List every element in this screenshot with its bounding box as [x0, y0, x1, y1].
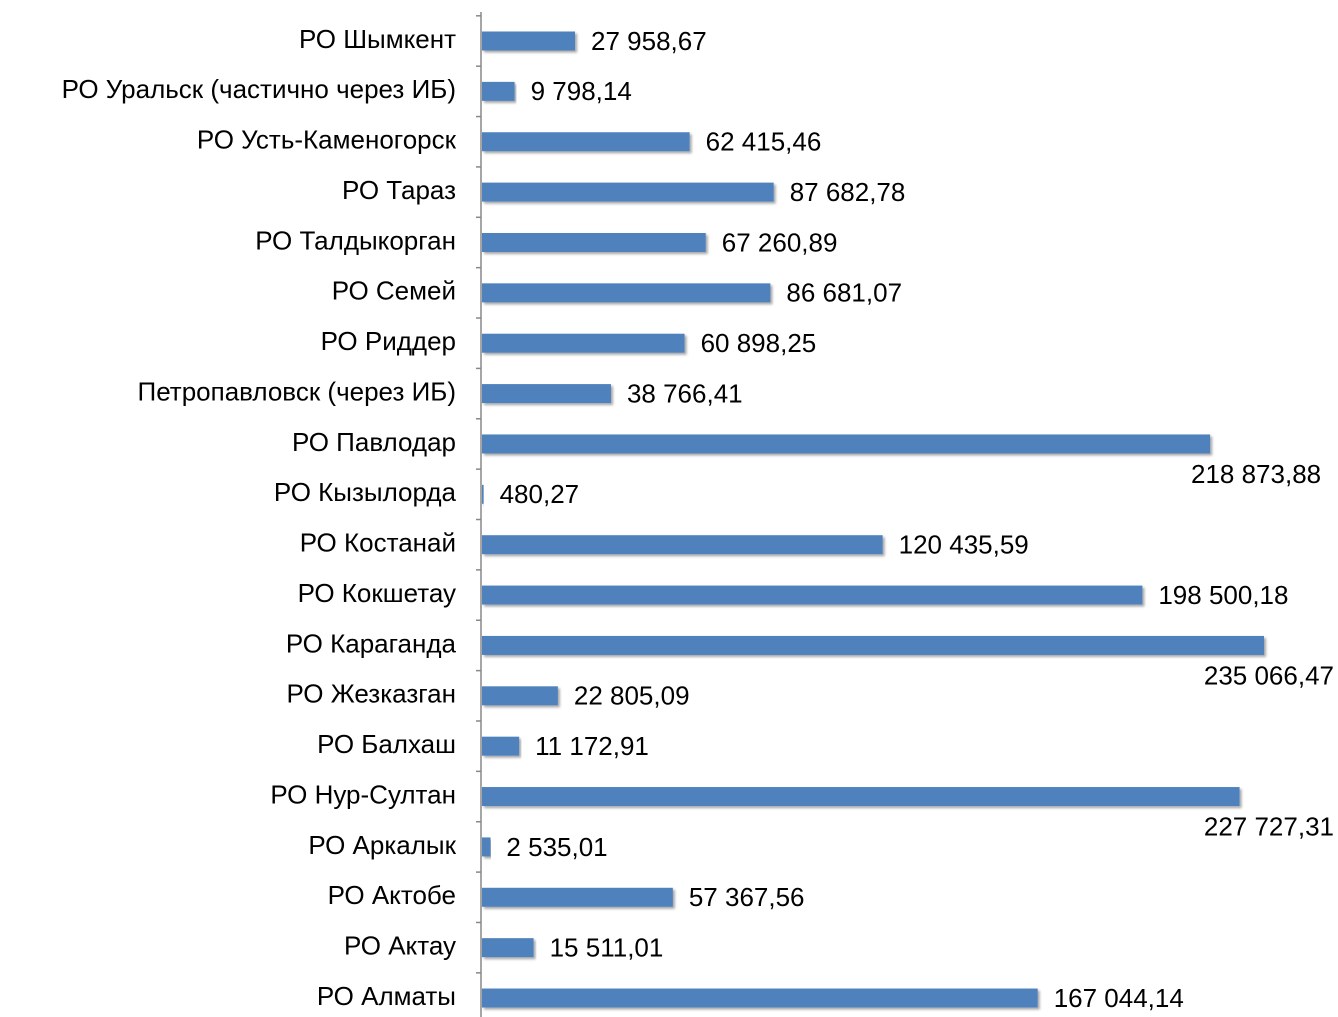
- bar: [482, 887, 673, 907]
- category-label: РО Уральск (частично через ИБ): [62, 74, 456, 104]
- category-label: РО Нур-Султан: [270, 779, 456, 809]
- bar: [482, 787, 1240, 807]
- category-label: РО Костанай: [300, 528, 456, 558]
- category-label: РО Актобе: [328, 880, 456, 910]
- bar: [482, 232, 706, 252]
- value-label: 60 898,25: [701, 328, 817, 358]
- bar: [482, 283, 771, 303]
- value-label: 198 500,18: [1158, 580, 1288, 610]
- value-label: 86 681,07: [786, 278, 902, 308]
- value-label: 218 873,88: [1191, 459, 1321, 489]
- category-label: РО Семей: [332, 276, 456, 306]
- category-label: РО Аркалык: [308, 830, 456, 860]
- bar: [482, 686, 558, 706]
- bar: [482, 333, 685, 353]
- bar: [482, 535, 883, 555]
- category-label: РО Усть-Каменогорск: [197, 125, 457, 155]
- bar: [482, 585, 1143, 605]
- value-label: 120 435,59: [899, 530, 1029, 560]
- value-label: 38 766,41: [627, 378, 743, 408]
- bar: [482, 484, 484, 504]
- bar: [482, 988, 1038, 1008]
- category-label: РО Балхаш: [317, 729, 456, 759]
- value-label: 57 367,56: [689, 882, 805, 912]
- category-label: РО Кокшетау: [298, 578, 456, 608]
- category-label: РО Тараз: [342, 175, 456, 205]
- bar: [482, 736, 520, 756]
- bar: [482, 132, 690, 152]
- value-label: 27 958,67: [591, 26, 707, 56]
- category-label: РО Алматы: [317, 981, 456, 1011]
- category-label: РО Жезказган: [287, 679, 456, 709]
- category-label: РО Риддер: [321, 326, 456, 356]
- value-label: 22 805,09: [574, 681, 690, 711]
- category-label: РО Павлодар: [292, 427, 456, 457]
- category-label: Петропавловск (через ИБ): [138, 376, 456, 406]
- category-label: РО Кызылорда: [274, 477, 457, 507]
- bar: [482, 837, 491, 857]
- value-label: 2 535,01: [506, 832, 607, 862]
- bar: [482, 938, 534, 958]
- category-label: РО Актау: [344, 931, 456, 961]
- category-label: РО Караганда: [286, 628, 457, 658]
- value-label: 235 066,47: [1204, 660, 1334, 690]
- category-label: РО Талдыкорган: [255, 225, 456, 255]
- value-label: 62 415,46: [706, 127, 822, 157]
- value-label: 67 260,89: [722, 227, 838, 257]
- bar: [482, 434, 1211, 454]
- bar: [482, 635, 1264, 655]
- value-label: 167 044,14: [1054, 983, 1184, 1013]
- value-label: 87 682,78: [790, 177, 906, 207]
- category-label: РО Шымкент: [299, 24, 456, 54]
- bar: [482, 31, 576, 51]
- value-label: 9 798,14: [531, 76, 632, 106]
- bar: [482, 182, 774, 202]
- value-label: 11 172,91: [535, 731, 649, 761]
- value-label: 227 727,31: [1204, 811, 1334, 841]
- value-label: 15 511,01: [550, 933, 664, 963]
- bar: [482, 384, 611, 404]
- value-label: 480,27: [500, 479, 580, 509]
- bar: [482, 81, 515, 101]
